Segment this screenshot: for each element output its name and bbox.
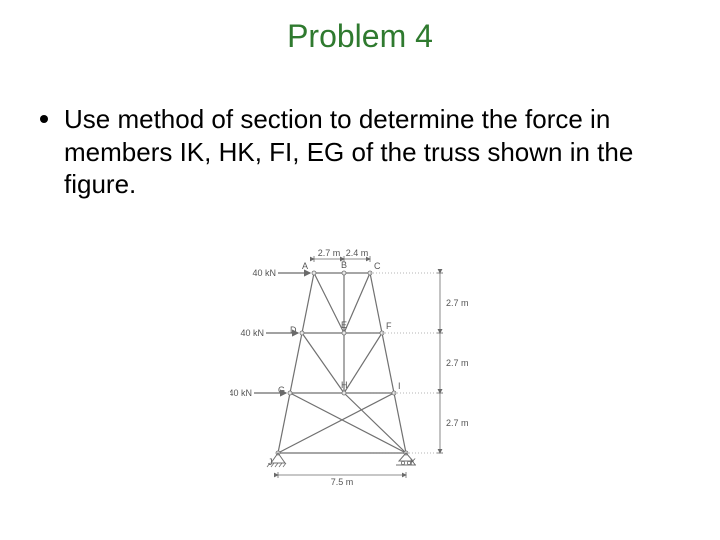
svg-text:7.5 m: 7.5 m — [331, 477, 354, 485]
svg-text:I: I — [398, 381, 401, 391]
body-text: Use method of section to determine the f… — [64, 103, 680, 201]
svg-text:F: F — [386, 321, 392, 331]
truss-figure: ABCDEFGHIJK40 kN40 kN40 kN2.7 m2.4 m2.7 … — [230, 245, 490, 490]
truss-svg: ABCDEFGHIJK40 kN40 kN40 kN2.7 m2.4 m2.7 … — [230, 245, 490, 485]
svg-text:A: A — [302, 261, 308, 271]
svg-text:2.7 m: 2.7 m — [446, 358, 469, 368]
svg-text:2.4 m: 2.4 m — [346, 248, 369, 258]
bullet-dot — [40, 115, 48, 123]
svg-text:E: E — [341, 320, 347, 330]
bullet-item: Use method of section to determine the f… — [40, 103, 680, 201]
svg-text:H: H — [341, 380, 348, 390]
svg-text:40 kN: 40 kN — [252, 268, 276, 278]
svg-text:2.7 m: 2.7 m — [318, 248, 341, 258]
svg-text:40 kN: 40 kN — [240, 328, 264, 338]
slide: Problem 4 Use method of section to deter… — [0, 0, 720, 540]
svg-text:2.7 m: 2.7 m — [446, 418, 469, 428]
svg-text:40 kN: 40 kN — [230, 388, 252, 398]
slide-title: Problem 4 — [0, 0, 720, 55]
svg-text:C: C — [374, 261, 381, 271]
body: Use method of section to determine the f… — [40, 103, 680, 201]
svg-text:2.7 m: 2.7 m — [446, 298, 469, 308]
